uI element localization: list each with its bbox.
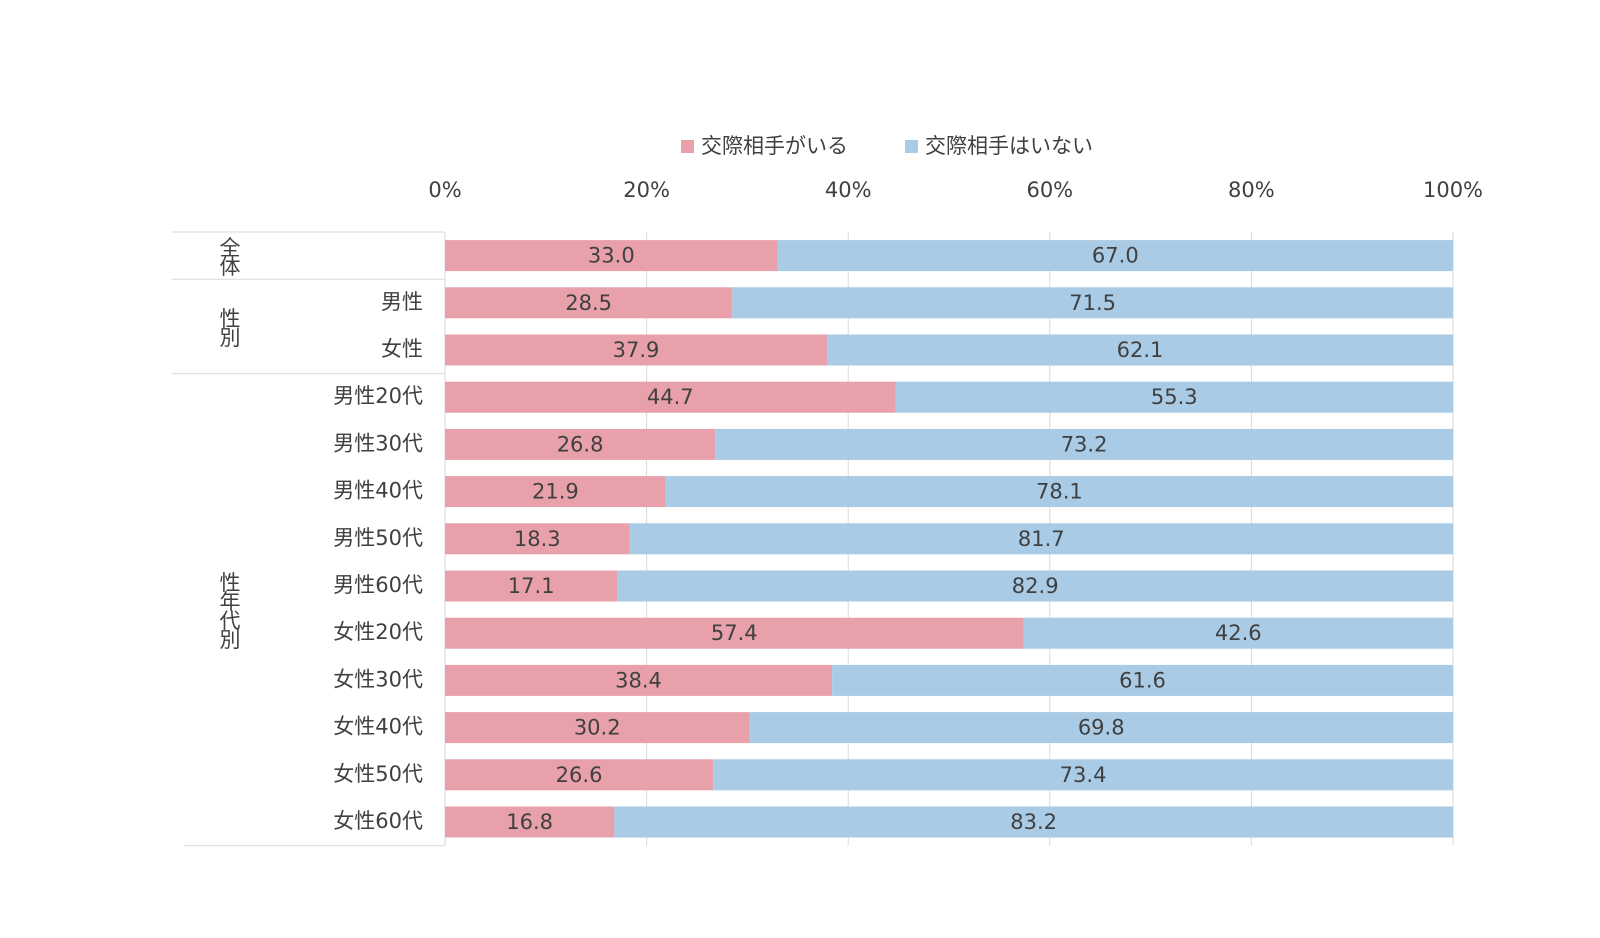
value-label: 83.2 [1010,810,1057,834]
value-label: 57.4 [711,621,758,645]
bar-segment [827,334,1453,366]
value-label: 30.2 [574,716,621,740]
value-label: 28.5 [565,291,612,315]
value-label: 62.1 [1117,338,1164,362]
y-tick-label: 女性60代 [333,809,423,833]
value-label: 61.6 [1119,668,1166,692]
value-label: 38.4 [615,668,662,692]
y-tick-label: 男性30代 [333,431,423,455]
value-label: 17.1 [508,574,555,598]
group-label: 性年代別 [217,572,241,650]
y-tick-label: 男性40代 [333,479,423,503]
legend-swatch [681,140,694,153]
bar-segment [445,523,630,555]
bar-segment [715,428,1453,460]
value-label: 42.6 [1215,621,1262,645]
bar-segment [749,712,1453,744]
value-label: 21.9 [532,480,579,504]
bar-segment [445,664,833,696]
value-label: 67.0 [1092,244,1139,268]
value-label: 26.8 [557,432,604,456]
value-label: 69.8 [1078,716,1125,740]
y-tick-label: 女性50代 [333,762,423,786]
group-label: 全体 [217,237,241,277]
value-label: 73.4 [1060,763,1107,787]
value-label: 26.6 [556,763,603,787]
y-tick-label: 男性60代 [333,573,423,597]
y-tick-label: 男性50代 [333,526,423,550]
bar-segment [445,240,778,272]
value-label: 37.9 [613,338,660,362]
x-tick-label: 80% [1228,178,1275,202]
value-label: 33.0 [588,244,635,268]
y-tick-label: 女性 [381,337,423,361]
bar-segment [445,334,828,366]
x-tick-label: 0% [428,178,461,202]
y-tick-label: 男性20代 [333,384,423,408]
bar-segment [445,712,750,744]
y-tick-label: 女性40代 [333,715,423,739]
bar-segment [445,287,733,319]
bar-segment [445,476,666,508]
legend-label: 交際相手はいない [925,134,1093,158]
bar-segment [665,476,1453,508]
bar-segment [445,570,618,602]
bar-segment [629,523,1453,555]
legend-swatch [905,140,918,153]
bar-segment [713,759,1453,791]
value-label: 44.7 [647,385,694,409]
x-tick-label: 60% [1026,178,1073,202]
bar-segment [445,806,615,838]
y-tick-label: 女性30代 [333,667,423,691]
bar-segment [832,664,1453,696]
value-label: 55.3 [1151,385,1198,409]
value-label: 18.3 [514,527,561,551]
legend-label: 交際相手がいる [701,134,848,158]
bar-segment [617,570,1453,602]
bar-segment [895,381,1453,413]
x-tick-label: 40% [825,178,872,202]
group-label: 性別 [217,307,241,347]
bar-segment [445,428,716,460]
x-tick-label: 20% [623,178,670,202]
value-label: 71.5 [1069,291,1116,315]
y-tick-label: 男性 [381,290,423,314]
bar-segment [614,806,1453,838]
bar-segment [777,240,1453,272]
bar-segment [732,287,1453,319]
bar-segment [445,759,714,791]
value-label: 16.8 [506,810,553,834]
value-label: 81.7 [1018,527,1065,551]
value-label: 82.9 [1012,574,1059,598]
y-tick-label: 女性20代 [333,620,423,644]
value-label: 78.1 [1036,480,1083,504]
bar-segment [1023,617,1453,649]
x-tick-label: 100% [1423,178,1483,202]
value-label: 73.2 [1061,432,1108,456]
bar-segment [445,381,896,413]
bar-segment [445,617,1024,649]
